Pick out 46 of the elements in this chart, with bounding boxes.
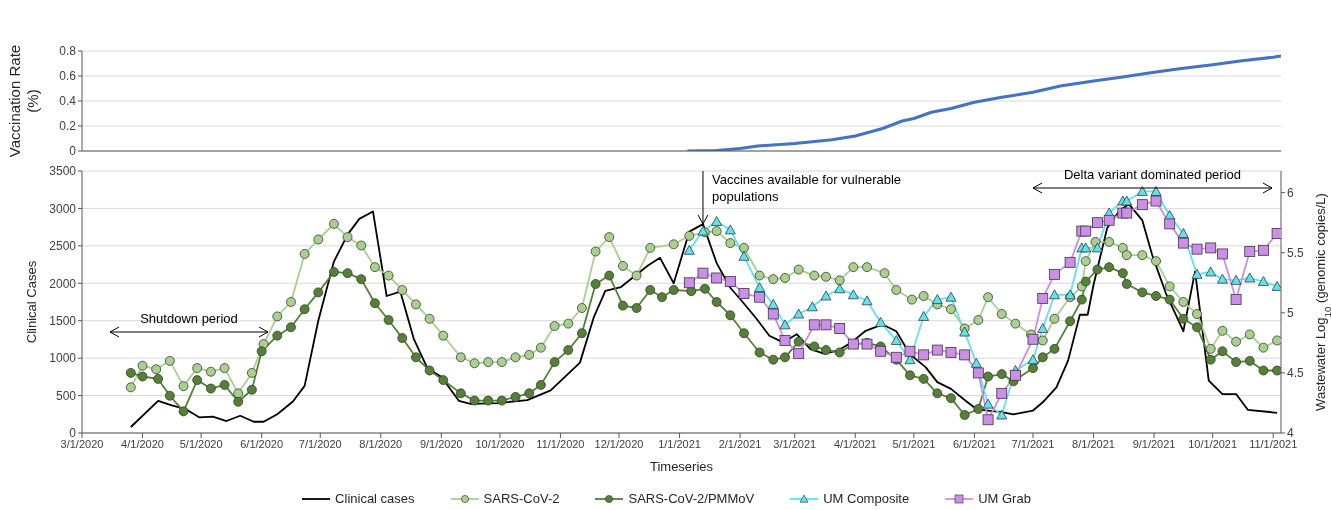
legend-label: Clinical cases <box>335 491 415 506</box>
x-axis-title: Timeseries <box>649 459 714 474</box>
y-tick-label: 0.8 <box>59 44 77 59</box>
annotation: Delta variant dominated period <box>1063 167 1242 182</box>
y2-tick-label: 6 <box>1287 185 1294 200</box>
x-tick-label: 6/1/2020 <box>240 437 284 450</box>
x-tick-label: 9/1/2020 <box>419 437 463 450</box>
annotation: Vaccines available for vulnerable populations <box>711 172 902 204</box>
y-axis-title: Clinical Cases <box>24 260 39 344</box>
legend-label: SARS-CoV-2 <box>483 491 560 506</box>
x-tick-label: 5/1/2021 <box>892 437 936 450</box>
y2-tick-label: 5 <box>1287 306 1294 321</box>
y-tick-label: 1500 <box>49 313 77 328</box>
x-tick-label: 10/1/2020 <box>475 437 525 450</box>
x-tick-label: 1/1/2021 <box>658 437 701 450</box>
annotation: Shutdown period <box>140 311 238 326</box>
y-tick-label: 2500 <box>49 239 77 254</box>
x-tick-label: 9/1/2021 <box>1132 437 1176 450</box>
x-tick-label: 8/1/2020 <box>359 437 403 450</box>
y2-tick-label: 5.5 <box>1287 245 1305 260</box>
x-tick-label: 6/1/2021 <box>953 437 996 450</box>
x-tick-label: 2/1/2021 <box>718 437 762 450</box>
y-tick-label: 0 <box>69 144 77 159</box>
y2-tick-label: 4.5 <box>1287 366 1305 381</box>
y-axis-title: Vaccination Rate (%) <box>6 44 41 158</box>
x-tick-label: 11/1/2020 <box>536 437 585 450</box>
x-tick-label: 4/1/2021 <box>833 437 877 450</box>
y-tick-label: 0.2 <box>59 119 77 134</box>
x-tick-label: 4/1/2020 <box>121 437 164 450</box>
y-tick-label: 3500 <box>49 164 77 179</box>
x-tick-label: 5/1/2020 <box>179 437 223 450</box>
x-tick-label: 10/1/2021 <box>1188 437 1238 450</box>
x-tick-label: 8/1/2021 <box>1072 437 1115 450</box>
x-tick-label: 7/1/2021 <box>1011 437 1055 450</box>
legend-label: UM Composite <box>823 491 910 506</box>
y-tick-label: 0.6 <box>59 69 77 84</box>
x-tick-label: 7/1/2020 <box>298 437 342 450</box>
legend-label: UM Grab <box>978 491 1031 506</box>
y-tick-label: 1000 <box>49 351 77 366</box>
y-tick-label: 0.4 <box>59 94 77 109</box>
x-tick-label: 3/1/2021 <box>773 437 817 450</box>
x-tick-label: 12/1/2020 <box>594 437 644 450</box>
y-tick-label: 2000 <box>49 276 77 291</box>
y-tick-label: 3000 <box>49 201 77 216</box>
y-tick-label: 500 <box>55 388 77 403</box>
legend-label: SARS-CoV-2/PMMoV <box>628 491 755 506</box>
